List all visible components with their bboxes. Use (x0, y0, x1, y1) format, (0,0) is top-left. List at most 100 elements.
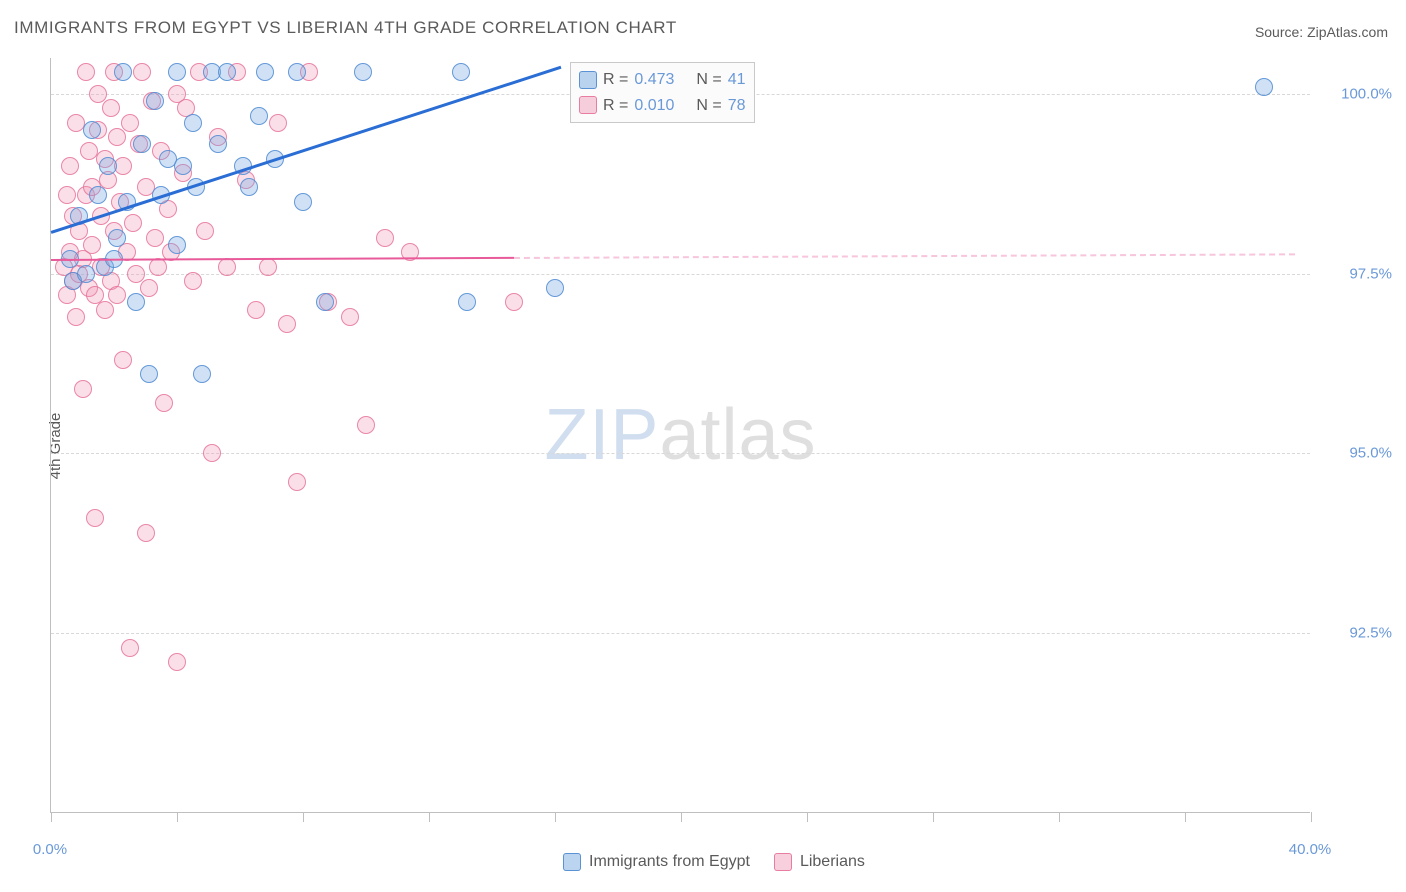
data-point (168, 63, 186, 81)
legend-r-label: R = (603, 67, 628, 93)
correlation-legend-row: R =0.473 N = 41 (579, 67, 746, 93)
watermark: ZIPatlas (544, 394, 816, 476)
data-point (452, 63, 470, 81)
legend-swatch (774, 853, 792, 871)
series-legend-item: Liberians (774, 853, 865, 871)
data-point (77, 265, 95, 283)
data-point (288, 473, 306, 491)
legend-n-label: N = (696, 67, 721, 93)
data-point (114, 157, 132, 175)
data-point (269, 114, 287, 132)
legend-n-value: 78 (728, 93, 746, 119)
data-point (247, 301, 265, 319)
x-tick (555, 812, 556, 822)
x-tick (1059, 812, 1060, 822)
data-point (127, 293, 145, 311)
data-point (505, 293, 523, 311)
data-point (218, 63, 236, 81)
y-tick-label: 92.5% (1349, 625, 1392, 642)
x-tick-label: 0.0% (33, 841, 67, 858)
data-point (146, 229, 164, 247)
plot-area: ZIPatlas 92.5%95.0%97.5%100.0%R =0.473N … (50, 58, 1310, 813)
data-point (83, 236, 101, 254)
data-point (89, 186, 107, 204)
legend-r-value: 0.010 (634, 93, 674, 119)
x-tick (429, 812, 430, 822)
x-tick (807, 812, 808, 822)
y-tick-label: 95.0% (1349, 445, 1392, 462)
gridline-h (51, 633, 1310, 634)
data-point (102, 99, 120, 117)
y-tick-label: 97.5% (1349, 265, 1392, 282)
gridline-h (51, 453, 1310, 454)
data-point (193, 365, 211, 383)
source-credit: Source: ZipAtlas.com (1255, 24, 1388, 40)
data-point (86, 509, 104, 527)
y-tick-label: 100.0% (1341, 85, 1392, 102)
legend-n-value: 41 (728, 67, 746, 93)
data-point (133, 63, 151, 81)
legend-n-label: N = (696, 93, 721, 119)
data-point (121, 114, 139, 132)
data-point (77, 63, 95, 81)
legend-r-label: R = (603, 93, 628, 119)
trend-line-extension (514, 254, 1295, 260)
data-point (83, 121, 101, 139)
source-value: ZipAtlas.com (1307, 24, 1388, 40)
data-point (108, 286, 126, 304)
data-point (121, 639, 139, 657)
legend-swatch (579, 71, 597, 89)
data-point (146, 92, 164, 110)
data-point (1255, 78, 1273, 96)
data-point (458, 293, 476, 311)
data-point (288, 63, 306, 81)
data-point (240, 178, 258, 196)
series-legend-item: Immigrants from Egypt (563, 853, 750, 871)
x-tick (303, 812, 304, 822)
data-point (137, 524, 155, 542)
x-tick-label: 40.0% (1289, 841, 1332, 858)
data-point (108, 128, 126, 146)
data-point (259, 258, 277, 276)
data-point (196, 222, 214, 240)
data-point (67, 308, 85, 326)
x-tick (933, 812, 934, 822)
x-tick (681, 812, 682, 822)
data-point (108, 229, 126, 247)
data-point (99, 157, 117, 175)
data-point (114, 63, 132, 81)
data-point (184, 114, 202, 132)
data-point (376, 229, 394, 247)
x-tick (177, 812, 178, 822)
data-point (357, 416, 375, 434)
data-point (184, 272, 202, 290)
watermark-part-b: atlas (659, 395, 816, 475)
data-point (168, 653, 186, 671)
series-legend: Immigrants from Egypt Liberians (563, 853, 865, 871)
data-point (140, 365, 158, 383)
legend-r-value: 0.473 (634, 67, 674, 93)
legend-swatch (579, 96, 597, 114)
data-point (209, 135, 227, 153)
x-tick (1311, 812, 1312, 822)
data-point (546, 279, 564, 297)
data-point (96, 301, 114, 319)
data-point (140, 279, 158, 297)
data-point (354, 63, 372, 81)
data-point (294, 193, 312, 211)
watermark-part-a: ZIP (544, 395, 659, 475)
data-point (341, 308, 359, 326)
legend-swatch (563, 853, 581, 871)
chart-title: IMMIGRANTS FROM EGYPT VS LIBERIAN 4TH GR… (14, 18, 677, 38)
data-point (250, 107, 268, 125)
data-point (74, 380, 92, 398)
gridline-h (51, 274, 1310, 275)
data-point (114, 351, 132, 369)
x-tick (1185, 812, 1186, 822)
data-point (133, 135, 151, 153)
data-point (278, 315, 296, 333)
data-point (174, 157, 192, 175)
series-legend-label: Immigrants from Egypt (589, 853, 750, 871)
data-point (155, 394, 173, 412)
data-point (203, 444, 221, 462)
